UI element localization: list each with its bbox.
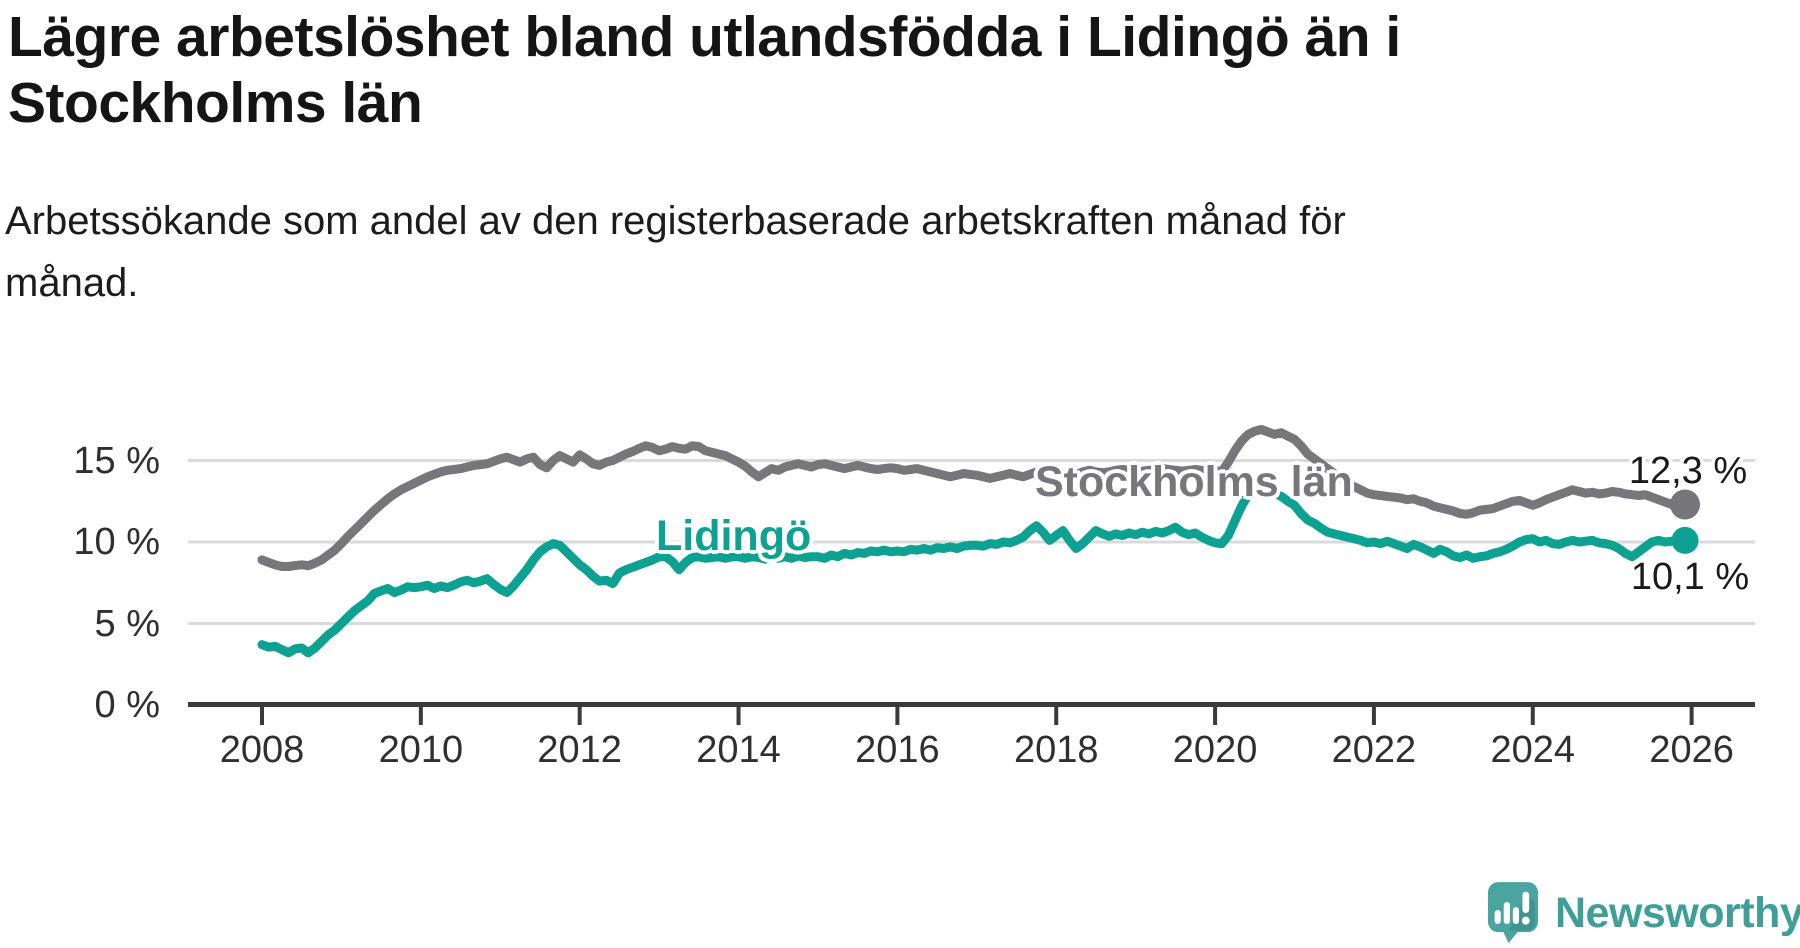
bar-chart-bar-medium	[1512, 907, 1520, 925]
exclamation-bar	[1522, 891, 1530, 913]
series-end-dot-lidingo	[1671, 526, 1699, 554]
end-value-label-lidingo: 10,1 %	[1630, 556, 1750, 598]
chart-subtitle: Arbetssökande som andel av den registerb…	[5, 190, 1346, 314]
x-tick-label: 2022	[1331, 729, 1417, 771]
exclamation-dot	[1521, 916, 1530, 925]
series-line-stockholms-lan	[257, 425, 1690, 571]
y-tick-label: 0 %	[94, 684, 160, 726]
chart-subtitle-line1: Arbetssökande som andel av den registerb…	[5, 199, 1346, 243]
bar-chart-bar-tall	[1503, 901, 1510, 925]
newsworthy-logo-icon	[1488, 882, 1538, 944]
newsworthy-logo-text: Newsworthy	[1555, 889, 1800, 937]
series-line-lidingo	[257, 483, 1690, 658]
x-tick-label: 2016	[855, 729, 940, 771]
x-tick-label: 2026	[1649, 729, 1734, 771]
chart-subtitle-line2: månad.	[5, 261, 139, 305]
chart-title: Lägre arbetslöshet bland utlandsfödda i …	[8, 4, 1401, 136]
x-tick-label: 2020	[1172, 729, 1258, 771]
chart-title-line2: Stockholms län	[8, 71, 423, 135]
chart-title-line1: Lägre arbetslöshet bland utlandsfödda i …	[8, 5, 1401, 69]
series-label-stockholms-lan: Stockholms län	[1035, 458, 1353, 506]
bar-chart-bar-small	[1494, 910, 1501, 925]
y-tick-label: 15 %	[73, 439, 160, 482]
y-tick-label: 5 %	[94, 602, 160, 645]
y-tick-label: 10 %	[73, 521, 160, 563]
newsworthy-branding: Newsworthy	[1488, 882, 1800, 944]
x-tick-label: 2010	[378, 729, 464, 771]
x-tick-label: 2018	[1013, 729, 1099, 771]
series-label-lidingo: Lidingö	[656, 512, 812, 560]
x-tick-label: 2014	[696, 729, 781, 771]
series-end-dot-stockholms-lan	[1670, 489, 1700, 520]
x-tick-label: 2008	[219, 729, 305, 771]
x-tick-label: 2024	[1490, 729, 1576, 771]
end-value-label-stockholms-lan: 12,3 %	[1628, 450, 1748, 492]
speech-bubble-tail	[1502, 930, 1519, 944]
x-tick-label: 2012	[537, 729, 622, 771]
